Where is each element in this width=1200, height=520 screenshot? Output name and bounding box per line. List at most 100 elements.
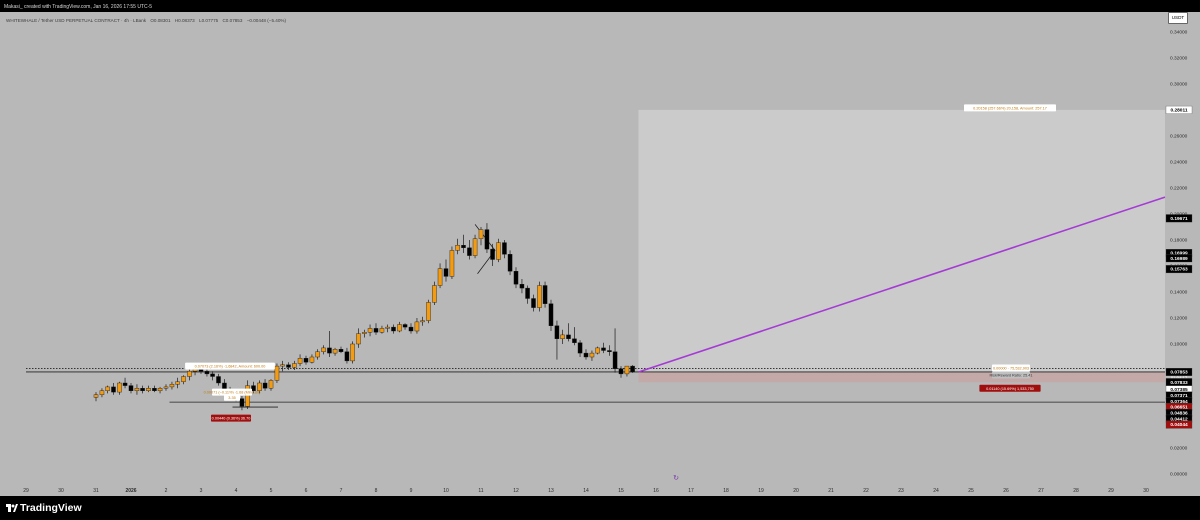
- candle-body: [327, 347, 332, 354]
- date-tick-label: 28: [1073, 488, 1079, 494]
- price-tick-label: 0.00000: [1170, 472, 1188, 478]
- date-tick-label: 18: [723, 488, 729, 494]
- target-zone: [638, 109, 1165, 372]
- candle-body: [134, 388, 140, 392]
- candle-body: [268, 380, 274, 389]
- candle-body: [128, 385, 134, 392]
- date-tick-label: 19: [758, 488, 764, 494]
- candle-body: [612, 351, 618, 369]
- currency-badge[interactable]: USDT: [1168, 12, 1188, 24]
- candle-body: [222, 382, 227, 390]
- red-label: 0.00440 (0.36%) 36.70: [212, 417, 251, 421]
- date-tick-label: 15: [618, 488, 624, 494]
- candle-body: [455, 244, 460, 251]
- date-tick-label: 11: [478, 488, 483, 494]
- candle-body: [152, 388, 157, 392]
- candle-body: [490, 248, 495, 260]
- candle-body: [210, 373, 215, 377]
- candle-body: [105, 386, 110, 391]
- date-tick-label: 31: [93, 488, 99, 494]
- candle-body: [443, 268, 449, 277]
- price-badge: 0.07385: [1170, 387, 1188, 393]
- candle-body: [187, 371, 192, 377]
- price-badge: 0.16989: [1170, 256, 1188, 262]
- date-tick-label: 16: [653, 488, 659, 494]
- candle-body: [315, 351, 320, 358]
- date-tick-label: 24: [933, 488, 939, 494]
- stop-label-bg: [979, 384, 1041, 392]
- price-tick-label: 0.10000: [1170, 342, 1188, 348]
- ohlc-low: L0.07775: [199, 18, 219, 23]
- price-tick-label: 0.30000: [1170, 82, 1188, 88]
- candle-body: [542, 285, 548, 304]
- candle-body: [163, 386, 169, 389]
- date-tick-label: 12: [513, 488, 519, 494]
- price-badge: 0.07371: [1170, 393, 1188, 399]
- candle-body: [344, 351, 350, 362]
- candle-body: [274, 365, 280, 381]
- date-tick-label: 6: [305, 488, 308, 494]
- candle-body: [309, 356, 315, 363]
- date-tick-label: 10: [443, 488, 449, 494]
- candle-body: [175, 381, 180, 385]
- entry-sub-label-bg: [992, 371, 1030, 379]
- candle-body: [262, 382, 268, 389]
- candle-body: [321, 347, 326, 352]
- candles-layer: [93, 223, 635, 411]
- tradingview-logo-icon: [6, 504, 18, 512]
- price-badge-bg: [1165, 254, 1193, 263]
- candle-body: [437, 268, 443, 286]
- candle-body: [169, 384, 175, 388]
- candle-body: [181, 376, 186, 382]
- candle-body: [472, 238, 478, 256]
- target-label-bg: [964, 104, 1056, 112]
- date-tick-label: 13: [548, 488, 554, 494]
- candle-body: [303, 358, 309, 363]
- trendline: [638, 196, 1166, 373]
- date-tick-label: 7: [340, 488, 343, 494]
- candle-body: [519, 284, 525, 289]
- tradingview-logo-text: TradingView: [20, 502, 82, 514]
- date-tick-label: 27: [1038, 488, 1044, 494]
- annotations-layer: 0.20158 (257.66%) 20,158, Amount: 257.17…: [185, 104, 1056, 482]
- entry-sub-label: Risk/Reward Ratio: 25.41: [989, 374, 1032, 378]
- candle-body: [350, 343, 355, 362]
- date-tick-label: 26: [1003, 488, 1009, 494]
- date-tick-label: 25: [968, 488, 974, 494]
- ohlc-close: C0.07853: [222, 18, 243, 23]
- candle-body: [420, 320, 425, 323]
- price-tick-label: 0.14000: [1170, 290, 1188, 296]
- date-tick-label: 9: [410, 488, 413, 494]
- price-badge: 0.04412: [1170, 416, 1188, 422]
- date-tick-label: 30: [1143, 488, 1149, 494]
- candle-body: [572, 338, 577, 343]
- price-badge: 0.19671: [1170, 216, 1188, 222]
- date-tick-label: 3: [200, 488, 203, 494]
- candle-body: [385, 326, 390, 329]
- candle-body: [577, 342, 583, 354]
- price-badge: 0.07853: [1170, 370, 1188, 376]
- countdown-label: 01:04:17: [1171, 375, 1188, 380]
- date-tick-label: 23: [898, 488, 904, 494]
- candle-body: [478, 229, 484, 239]
- date-tick-label: 14: [583, 488, 589, 494]
- candle-body: [467, 247, 472, 256]
- price-tick-label: 0.22000: [1170, 186, 1188, 192]
- candle-body: [373, 328, 379, 333]
- entry-label: 0.00000 · 75,532,903: [993, 367, 1029, 371]
- candle-body: [496, 242, 501, 260]
- date-tick-label: 17: [688, 488, 694, 494]
- candle-body: [122, 382, 128, 386]
- candle-body: [624, 365, 630, 375]
- candle-body: [513, 271, 519, 285]
- price-badge-bg: [1165, 105, 1193, 114]
- candle-body: [548, 303, 554, 327]
- candle-body: [566, 334, 571, 339]
- price-badge-bg: [1165, 265, 1193, 274]
- axis-layer: 0.340000.320000.300000.280000.260000.240…: [23, 30, 1193, 494]
- candle-body: [379, 328, 385, 333]
- candlestick-chart[interactable]: 0.20158 (257.66%) 20,158, Amount: 257.17…: [0, 0, 1200, 496]
- candle-body: [507, 254, 513, 272]
- date-tick-label: 20: [793, 488, 799, 494]
- price-badge: 0.06651: [1170, 405, 1188, 411]
